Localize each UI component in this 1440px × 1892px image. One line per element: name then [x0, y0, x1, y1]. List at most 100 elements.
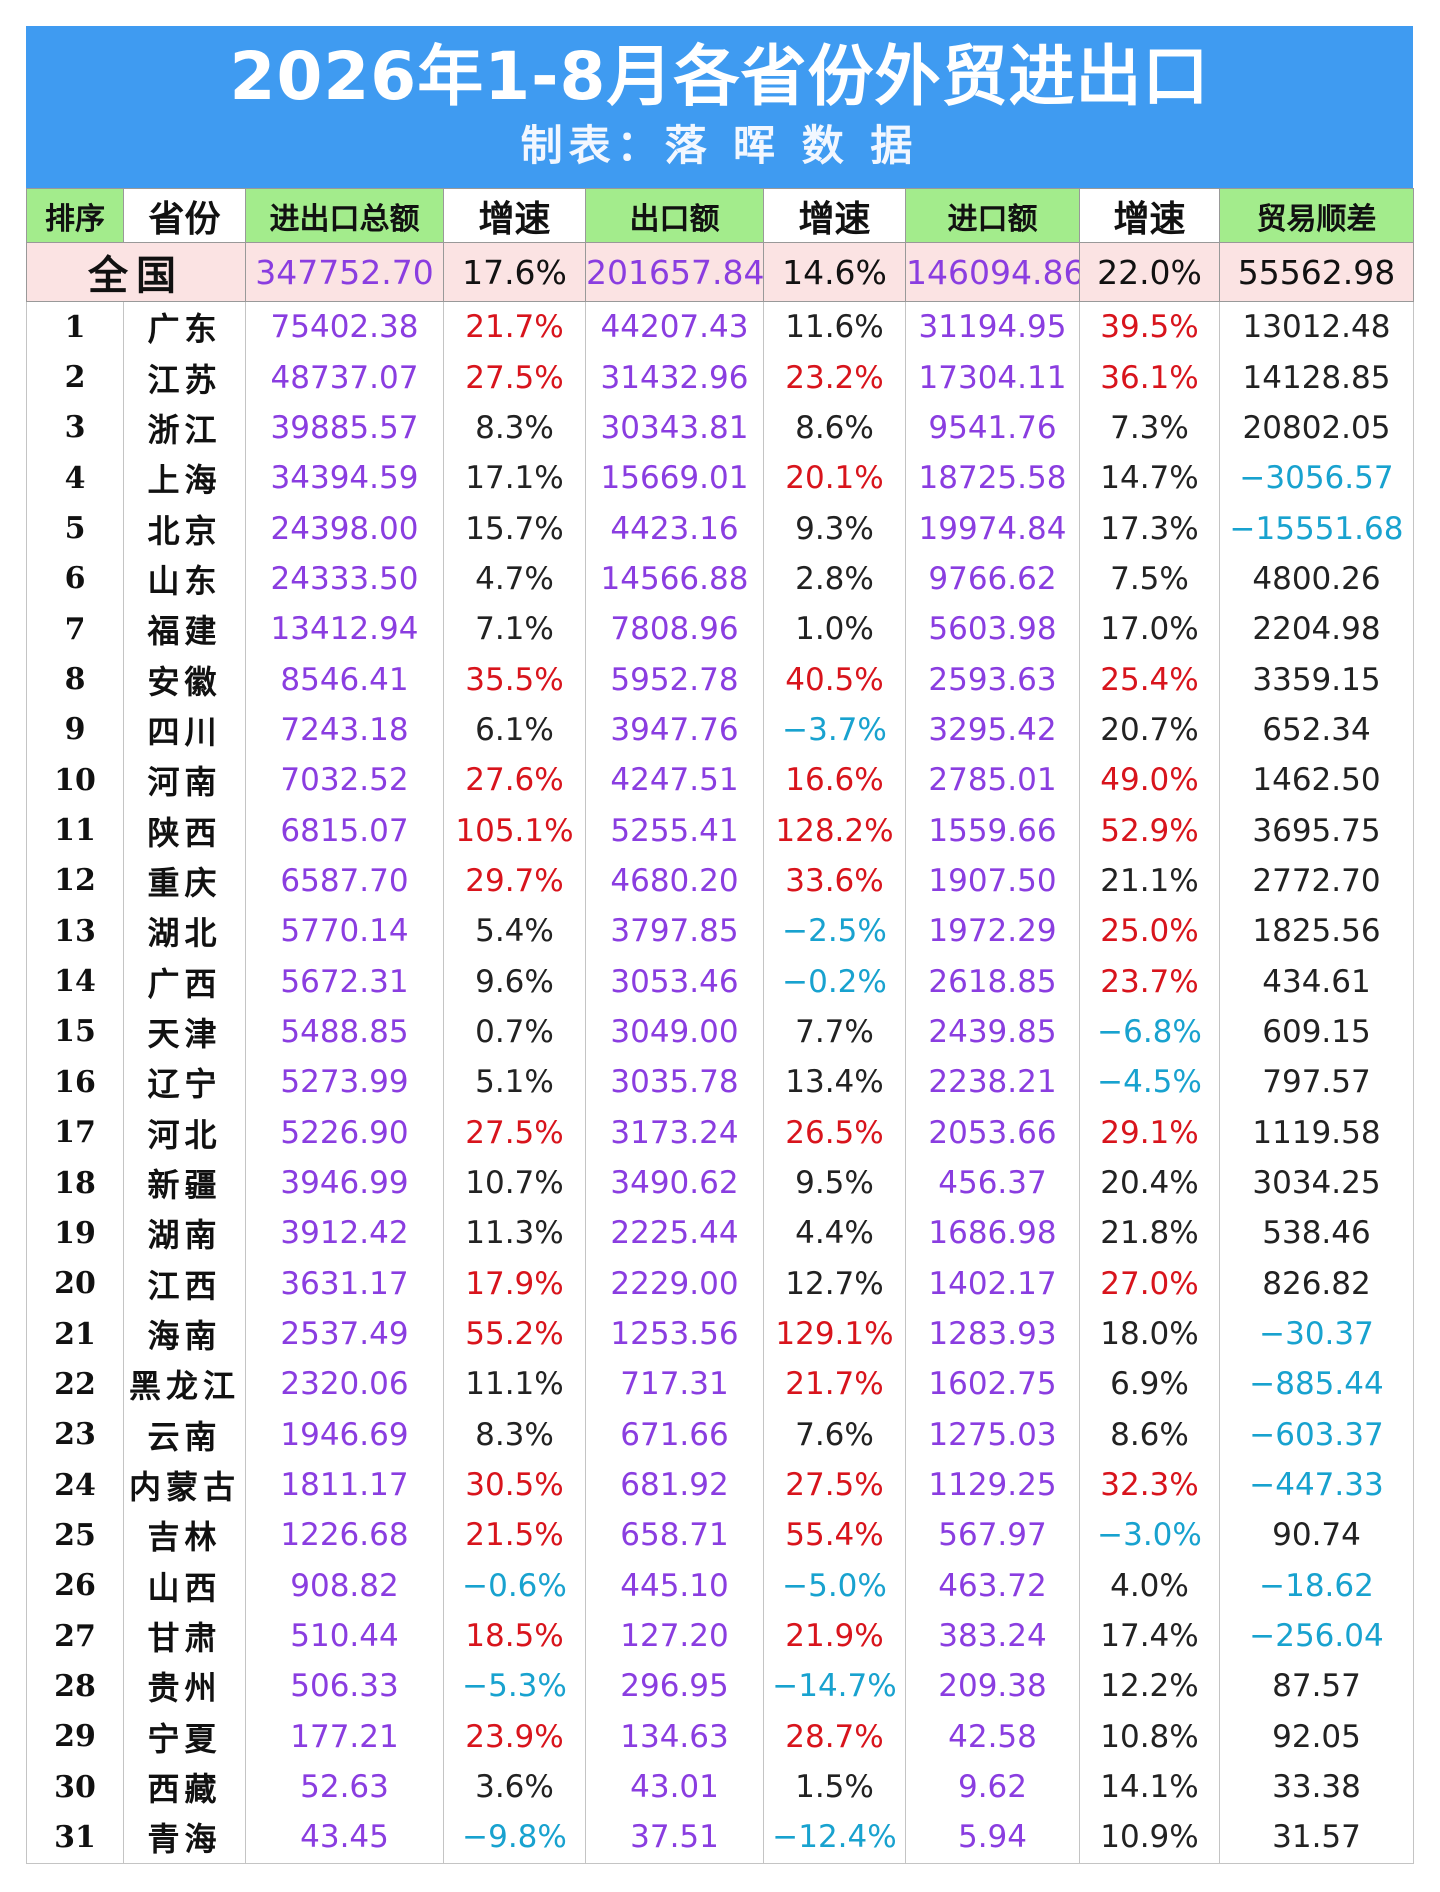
cell-total-growth: 8.3% [443, 402, 586, 454]
cell-province: 湖南 [123, 1208, 246, 1259]
cell-total: 3946.99 [245, 1157, 444, 1209]
cell-rank: 9 [26, 704, 124, 756]
cell-province: 河北 [123, 1107, 246, 1158]
cell-export: 15669.01 [585, 453, 764, 504]
cell-total: 3631.17 [245, 1258, 444, 1309]
cell-export-growth: −5.0% [763, 1560, 906, 1611]
cell-export-growth: 8.6% [763, 402, 906, 454]
cell-export: 3035.78 [585, 1057, 764, 1108]
cell-province: 江西 [123, 1258, 246, 1309]
cell-rank: 13 [26, 906, 124, 957]
cell-surplus: 434.61 [1219, 956, 1414, 1007]
cell-surplus: 14128.85 [1219, 352, 1414, 403]
cell-import-growth: 21.8% [1079, 1208, 1220, 1259]
cell-total: 177.21 [245, 1711, 444, 1762]
cell-export: 7808.96 [585, 604, 764, 655]
cell-total-growth: 17.9% [443, 1258, 586, 1309]
table-row: 8 安徽 8546.41 35.5% 5952.78 40.5% 2593.63 25.4% 3… [26, 654, 1414, 705]
cell-export: 296.95 [585, 1661, 764, 1712]
cell-import: 567.97 [905, 1510, 1080, 1561]
cell-export: 5255.41 [585, 805, 764, 856]
cell-surplus: 20802.05 [1219, 402, 1414, 454]
cell-surplus: 538.46 [1219, 1208, 1414, 1259]
cell-total-growth: 27.5% [443, 352, 586, 403]
cell-import-growth: 8.6% [1079, 1409, 1220, 1460]
cell-total-growth: 21.7% [443, 301, 586, 353]
cell-province: 吉林 [123, 1510, 246, 1561]
cell-total: 506.33 [245, 1661, 444, 1712]
cell-export: 1253.56 [585, 1308, 764, 1360]
cell-rank: 17 [26, 1107, 124, 1158]
cell-total-growth: 27.6% [443, 755, 586, 806]
cell-rank: 14 [26, 956, 124, 1007]
cell-province: 福建 [123, 604, 246, 655]
col-rank: 排序 [26, 188, 124, 243]
cell-export: 134.63 [585, 1711, 764, 1762]
cell-import-growth: 14.1% [1079, 1761, 1220, 1813]
table-row: 5 北京 24398.00 15.7% 4423.16 9.3% 19974.84 17.3%… [26, 503, 1414, 554]
column-header-row: 排序 省份 进出口总额 增速 出口额 增速 进口额 增速 贸易顺差 [26, 188, 1414, 243]
cell-import: 209.38 [905, 1661, 1080, 1712]
cell-province: 广西 [123, 956, 246, 1007]
cell-total: 5488.85 [245, 1006, 444, 1058]
cell-rank: 21 [26, 1308, 124, 1360]
cell-surplus: −256.04 [1219, 1610, 1414, 1662]
cell-import-growth: 21.1% [1079, 855, 1220, 907]
cell-import: 1686.98 [905, 1208, 1080, 1259]
cell-total: 24398.00 [245, 503, 444, 554]
cell-province: 新疆 [123, 1157, 246, 1209]
cell-rank: 26 [26, 1560, 124, 1611]
table-row: 9 四川 7243.18 6.1% 3947.76 −3.7% 3295.42 20.7% 65… [26, 704, 1414, 756]
cell-import-growth: 17.4% [1079, 1610, 1220, 1662]
cell-import-growth: 7.3% [1079, 402, 1220, 454]
cell-surplus: 13012.48 [1219, 301, 1414, 353]
cell-province: 山东 [123, 553, 246, 605]
cell-import: 9541.76 [905, 402, 1080, 454]
cell-import-growth: −6.8% [1079, 1006, 1220, 1058]
cell-import: 5.94 [905, 1812, 1080, 1864]
cell-export: 3490.62 [585, 1157, 764, 1209]
cell-export: 127.20 [585, 1610, 764, 1662]
cell-surplus: −603.37 [1219, 1409, 1414, 1460]
col-import-growth: 增速 [1079, 188, 1220, 243]
cell-province: 山西 [123, 1560, 246, 1611]
cell-total: 2537.49 [245, 1308, 444, 1360]
cell-import-growth: 10.9% [1079, 1812, 1220, 1864]
cell-export-growth: −14.7% [763, 1661, 906, 1712]
cell-surplus: 92.05 [1219, 1711, 1414, 1762]
cell-export: 4423.16 [585, 503, 764, 554]
cell-export-growth: 21.7% [763, 1359, 906, 1410]
cell-rank: 22 [26, 1359, 124, 1410]
cell-surplus: −15551.68 [1219, 503, 1414, 554]
cell-surplus: −3056.57 [1219, 453, 1414, 504]
cell-export: 3053.46 [585, 956, 764, 1007]
cell-import-growth: 32.3% [1079, 1459, 1220, 1511]
cell-import-growth: 20.4% [1079, 1157, 1220, 1209]
national-name: 全国 [26, 242, 246, 302]
cell-export-growth: 9.5% [763, 1157, 906, 1209]
table-row: 19 湖南 3912.42 11.3% 2225.44 4.4% 1686.98 21.8% 5… [26, 1208, 1414, 1259]
cell-rank: 10 [26, 755, 124, 806]
cell-surplus: 609.15 [1219, 1006, 1414, 1058]
cell-import: 2785.01 [905, 755, 1080, 806]
cell-import-growth: 36.1% [1079, 352, 1220, 403]
cell-import-growth: 4.0% [1079, 1560, 1220, 1611]
cell-import: 1972.29 [905, 906, 1080, 957]
col-export: 出口额 [585, 188, 764, 243]
cell-export-growth: 7.7% [763, 1006, 906, 1058]
cell-import: 9766.62 [905, 553, 1080, 605]
cell-export: 14566.88 [585, 553, 764, 605]
cell-total-growth: 7.1% [443, 604, 586, 655]
cell-total-growth: 10.7% [443, 1157, 586, 1209]
cell-import-growth: 18.0% [1079, 1308, 1220, 1360]
national-import-growth: 22.0% [1079, 242, 1220, 302]
cell-export-growth: −12.4% [763, 1812, 906, 1864]
province-trade-table: 排序 省份 进出口总额 增速 出口额 增速 进口额 增速 贸易顺差 全国 347… [26, 188, 1414, 1864]
cell-rank: 3 [26, 402, 124, 454]
cell-total-growth: 27.5% [443, 1107, 586, 1158]
table-row: 27 甘肃 510.44 18.5% 127.20 21.9% 383.24 17.4% −25… [26, 1610, 1414, 1662]
cell-total-growth: 30.5% [443, 1459, 586, 1511]
cell-total: 75402.38 [245, 301, 444, 353]
cell-export-growth: 11.6% [763, 301, 906, 353]
table-row: 21 海南 2537.49 55.2% 1253.56 129.1% 1283.93 18.0… [26, 1308, 1414, 1360]
